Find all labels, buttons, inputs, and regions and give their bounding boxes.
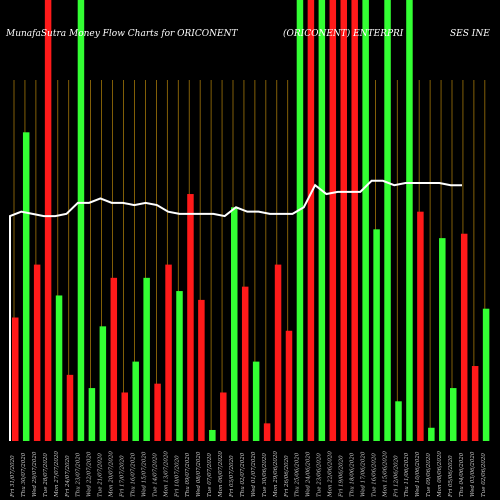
x-tick-label: Thu 18/06/2020 (349, 452, 355, 497)
x-tick-label: Thu 23/07/2020 (76, 452, 82, 497)
bar (154, 383, 161, 441)
bar (471, 366, 479, 441)
bar (88, 388, 96, 441)
x-tick-label: Thu 30/07/2020 (21, 452, 27, 497)
bar (165, 264, 172, 441)
bar (110, 277, 118, 441)
x-tick-label: Wed 08/07/2020 (196, 451, 202, 497)
x-tick-label: Mon 13/07/2020 (163, 451, 169, 498)
x-tick-label: Mon 27/07/2020 (54, 451, 60, 498)
bar (231, 207, 238, 441)
chart-title-left: MunafaSutra Money Flow Charts for ORICON… (5, 29, 238, 39)
x-tick-label: Tue 30/06/2020 (262, 453, 268, 497)
x-tick-label: Tue 02/06/2020 (481, 453, 487, 497)
bar (77, 0, 85, 441)
x-tick-label: Wed 03/06/2020 (470, 451, 476, 497)
bar (220, 392, 227, 441)
x-tick-label: Fri 17/07/2020 (120, 455, 126, 498)
bar (482, 308, 490, 441)
x-tick-label: Tue 23/06/2020 (317, 453, 323, 497)
bar (66, 374, 74, 441)
x-tick-label: Mon 29/06/2020 (273, 451, 279, 498)
bar (263, 423, 271, 441)
x-tick-label: Tue 09/06/2020 (426, 453, 432, 497)
chart-title-right: SES INE (450, 29, 490, 39)
x-tick-label: Thu 25/06/2020 (295, 452, 301, 497)
x-tick-label: Mon 20/07/2020 (109, 451, 115, 498)
bars-layer (12, 0, 490, 442)
money-flow-line (9, 179, 462, 441)
x-tick-label: Wed 01/07/2020 (251, 451, 257, 497)
bar (22, 132, 30, 442)
bar (143, 277, 150, 441)
x-tick-label: Fri 19/06/2020 (339, 455, 345, 498)
bar (121, 392, 128, 441)
x-tick-label: Tue 16/06/2020 (371, 453, 377, 497)
x-tick-labels: Fri 31/07/2020 Thu 30/07/2020 Wed 29/07/20… (10, 451, 487, 498)
x-tick-label: Tue 07/07/2020 (207, 453, 213, 497)
x-tick-label: Fri 26/06/2020 (284, 455, 290, 498)
bar (198, 299, 205, 441)
x-tick-label: Wed 17/06/2020 (360, 451, 366, 497)
bar (417, 211, 424, 441)
x-tick-label: Fri 24/07/2020 (65, 455, 71, 498)
bar (351, 0, 358, 441)
x-tick-label: Fri 31/07/2020 (10, 455, 16, 498)
x-tick-label: Wed 15/07/2020 (141, 451, 147, 497)
bar (296, 0, 304, 441)
x-tick-label: Fri 12/06/2020 (393, 455, 399, 498)
x-tick-label: Mon 08/06/2020 (437, 451, 443, 498)
bar (373, 229, 380, 441)
x-tick-label: Thu 11/06/2020 (404, 452, 410, 497)
x-tick-label: Wed 10/06/2020 (415, 451, 421, 497)
x-tick-label: Wed 24/06/2020 (306, 451, 312, 497)
bar (318, 0, 326, 441)
bar (33, 264, 41, 441)
bar (362, 0, 369, 441)
bar (450, 388, 457, 441)
bar (428, 427, 435, 441)
bar (406, 0, 413, 441)
bar (384, 0, 391, 441)
bar (99, 326, 107, 441)
x-tick-label: Thu 16/07/2020 (130, 452, 136, 497)
x-tick-label: Tue 28/07/2020 (43, 453, 49, 497)
x-tick-label: Fri 03/07/2020 (229, 455, 235, 498)
bar (209, 429, 216, 441)
bar (439, 238, 446, 441)
x-tick-label: Fri 05/06/2020 (448, 455, 454, 498)
x-tick-label: Mon 06/07/2020 (218, 451, 224, 498)
x-tick-label: Thu 04/06/2020 (459, 452, 465, 497)
x-tick-label: Wed 22/07/2020 (87, 451, 93, 497)
x-tick-label: Fri 10/07/2020 (174, 455, 180, 498)
bar (44, 0, 52, 441)
x-tick-label: Mon 15/06/2020 (382, 451, 388, 498)
bar (285, 330, 293, 441)
bar (12, 317, 19, 441)
x-tick-label: Thu 02/07/2020 (240, 452, 246, 497)
x-tick-label: Thu 09/07/2020 (185, 452, 191, 497)
chart-title-middle: (ORICONENT) ENTERPRI (283, 28, 404, 39)
x-tick-label: Wed 29/07/2020 (32, 451, 38, 497)
line-layer (9, 179, 462, 441)
x-tick-label: Tue 21/07/2020 (98, 453, 104, 497)
bar (460, 233, 468, 441)
bar (132, 361, 139, 441)
bar (395, 401, 402, 441)
bar (340, 0, 347, 441)
bar (55, 295, 63, 441)
bar (307, 0, 315, 441)
bar (329, 0, 337, 441)
bar (252, 361, 260, 441)
x-tick-label: Tue 14/07/2020 (152, 453, 158, 497)
bar (176, 291, 183, 441)
bar (241, 286, 249, 441)
bar (274, 264, 282, 441)
bar (187, 194, 194, 441)
x-tick-label: Mon 22/06/2020 (328, 451, 334, 498)
